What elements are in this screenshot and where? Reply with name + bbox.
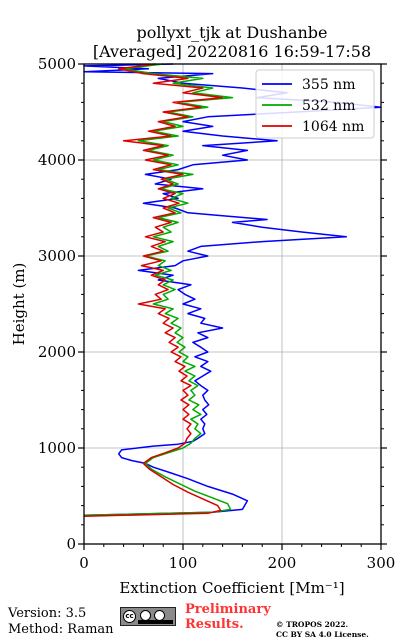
- series-line-1064-nm: [83, 63, 224, 517]
- x-tick-label: 300: [367, 554, 396, 572]
- copyright-notice: © TROPOS 2022. CC BY SA 4.0 License.: [276, 620, 369, 640]
- x-tick-label: 0: [79, 554, 89, 572]
- plot-frame: [83, 63, 382, 545]
- y-tick-label: 5000: [38, 55, 76, 73]
- y-tick-label: 0: [66, 535, 76, 553]
- x-tick-label: 200: [268, 554, 297, 572]
- data-series: [83, 63, 382, 517]
- preliminary-line1: Preliminary: [185, 602, 271, 617]
- series-line-532-nm: [83, 63, 234, 516]
- y-tick-label: 2000: [38, 343, 76, 361]
- preliminary-notice: Preliminary Results.: [185, 602, 271, 632]
- legend: 355 nm 532 nm 1064 nm: [255, 69, 375, 139]
- y-tick-label: 3000: [38, 247, 76, 265]
- copyright-line1: © TROPOS 2022.: [276, 620, 349, 629]
- preliminary-line2: Results.: [185, 617, 244, 632]
- chart-title-line1: pollyxt_tjk at Dushanbe: [136, 23, 327, 42]
- legend-label: 355 nm: [302, 77, 355, 93]
- y-tick-label: 1000: [38, 439, 76, 457]
- x-axis-label: Extinction Coefficient [Mm⁻¹]: [119, 579, 344, 597]
- legend-box: [255, 69, 375, 139]
- legend-label: 1064 nm: [302, 119, 364, 135]
- y-axis-label: Height (m): [10, 263, 28, 346]
- legend-label: 532 nm: [302, 98, 355, 114]
- chart-title-line2: [Averaged] 20220816 16:59-17:58: [93, 42, 371, 61]
- x-tick-label: 100: [169, 554, 198, 572]
- method-text: Method: Raman: [8, 622, 114, 637]
- version-text: Version: 3.5: [8, 606, 87, 621]
- copyright-line2: CC BY SA 4.0 License.: [276, 630, 369, 639]
- series-line-355-nm: [83, 63, 382, 516]
- cc-by-sa-icon: cc: [120, 607, 176, 626]
- y-tick-label: 4000: [38, 151, 76, 169]
